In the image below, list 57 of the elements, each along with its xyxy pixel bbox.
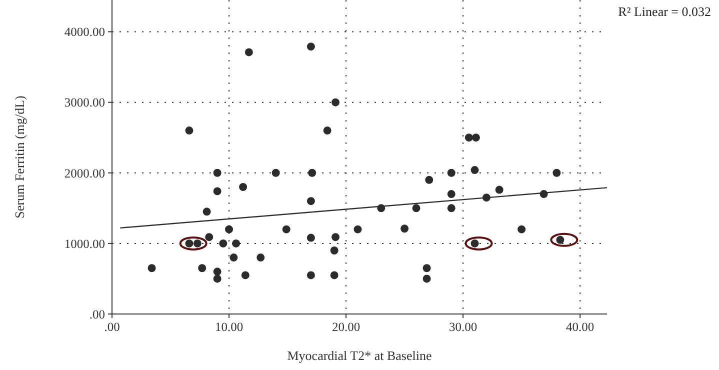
point bbox=[308, 168, 316, 177]
x-tick-label: .00 bbox=[104, 320, 120, 334]
x-axis-title: Myocardial T2* at Baseline bbox=[287, 348, 432, 363]
point bbox=[306, 42, 315, 51]
point bbox=[202, 208, 211, 216]
point bbox=[213, 268, 222, 276]
point bbox=[495, 186, 504, 194]
point bbox=[272, 168, 280, 177]
point bbox=[332, 233, 340, 242]
point bbox=[354, 225, 362, 234]
point bbox=[148, 264, 156, 272]
point bbox=[447, 168, 456, 177]
point bbox=[472, 134, 480, 142]
x-tick-label: 40.00 bbox=[566, 320, 594, 334]
point bbox=[213, 274, 222, 283]
y-tick-label: 2000.00 bbox=[64, 166, 105, 180]
point bbox=[213, 168, 222, 177]
y-tick-label: 3000.00 bbox=[64, 96, 105, 110]
point bbox=[425, 176, 434, 184]
point bbox=[239, 182, 248, 191]
point bbox=[230, 254, 238, 262]
point bbox=[213, 187, 222, 196]
x-tick-label: 20.00 bbox=[332, 320, 360, 334]
point bbox=[447, 190, 456, 198]
y-tick-label: 1000.00 bbox=[64, 236, 105, 251]
point bbox=[330, 246, 338, 254]
point bbox=[244, 48, 253, 56]
point bbox=[518, 225, 526, 234]
point bbox=[412, 204, 420, 212]
point bbox=[470, 166, 479, 174]
point bbox=[323, 126, 332, 135]
point bbox=[330, 271, 338, 280]
y-tick-label: 4000.00 bbox=[64, 25, 105, 40]
point bbox=[185, 126, 194, 135]
y-tick-label: .00 bbox=[89, 307, 105, 322]
point bbox=[232, 239, 240, 248]
point bbox=[219, 239, 228, 248]
point bbox=[198, 264, 206, 272]
point bbox=[422, 274, 431, 283]
point bbox=[447, 204, 456, 212]
point bbox=[400, 224, 409, 233]
point bbox=[552, 168, 561, 177]
point bbox=[306, 271, 315, 280]
point bbox=[306, 234, 315, 242]
point bbox=[332, 98, 340, 106]
point bbox=[422, 264, 431, 272]
point bbox=[464, 134, 473, 142]
y-axis-title: Serum Ferritin (mg/dL) bbox=[12, 96, 27, 218]
text: R² Linear = 0.032 bbox=[618, 4, 711, 19]
x-tick-label: 30.00 bbox=[449, 320, 478, 334]
point bbox=[306, 197, 315, 206]
point bbox=[241, 271, 250, 280]
x-tick-label: 10.00 bbox=[214, 320, 244, 334]
point bbox=[225, 225, 234, 234]
point bbox=[282, 225, 290, 234]
point bbox=[205, 233, 214, 242]
point bbox=[256, 254, 265, 262]
